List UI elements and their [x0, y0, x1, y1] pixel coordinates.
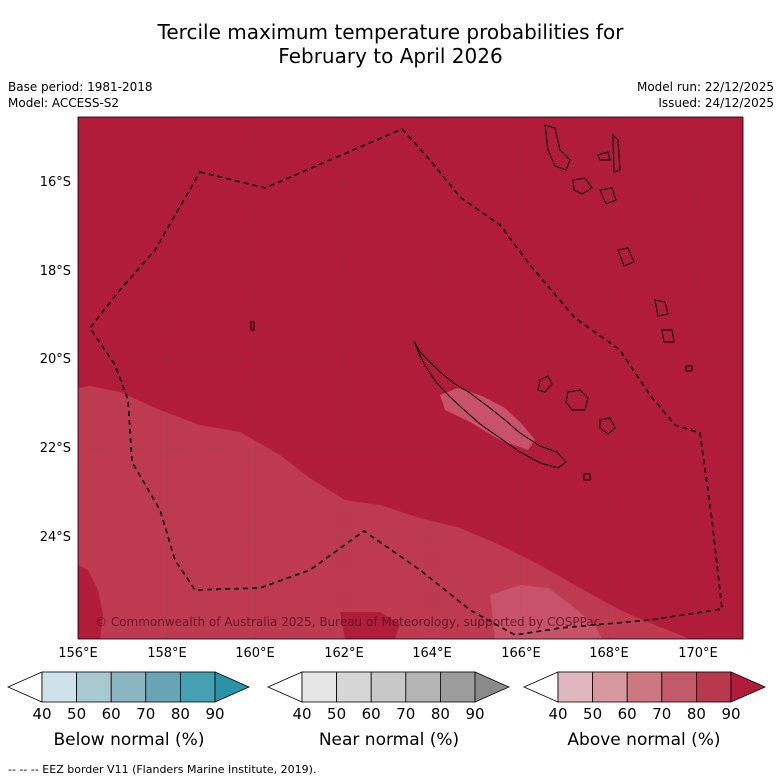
- colorbar-under-arrow: [7, 671, 43, 703]
- chart-title-line2: February to April 2026: [278, 44, 503, 68]
- colorbar-tick-label: 70: [652, 705, 672, 723]
- vanuatu-island-5: [599, 187, 617, 205]
- near-normal-label: Near normal (%): [318, 730, 460, 750]
- colorbar-tick-label: 40: [32, 705, 52, 723]
- map-frame: [77, 116, 744, 640]
- lat-tick-24s: 24°S: [39, 530, 71, 545]
- colorbar-tick-label: 90: [721, 705, 741, 723]
- coastlines: [250, 124, 693, 481]
- lon-tick-164e: 164°E: [412, 646, 452, 661]
- colorbar-below-normal: [7, 671, 250, 703]
- colorbar-under-arrow: [523, 671, 559, 703]
- model-run-label: Model run: 22/12/2025: [636, 80, 774, 94]
- vanuatu-island-8: [661, 329, 675, 343]
- colorbar-tick-label: 80: [686, 705, 706, 723]
- colorbar-above-normal: [523, 671, 766, 703]
- colorbar-tick-label: 80: [170, 705, 190, 723]
- colorbar-segment: [439, 671, 476, 703]
- vanuatu-island-2: [572, 177, 593, 195]
- colorbar-tick-label: 70: [396, 705, 416, 723]
- below-normal-label: Below normal (%): [53, 730, 205, 750]
- colorbar-over-arrow: [474, 671, 510, 703]
- loyalty-island-3: [599, 417, 616, 435]
- isolated-islet-3: [685, 365, 693, 372]
- colorbar-segment: [179, 671, 216, 703]
- lat-tick-16s: 16°S: [39, 175, 71, 190]
- lat-tick-20s: 20°S: [39, 352, 71, 367]
- colorbar-tick-label: 50: [67, 705, 87, 723]
- copyright-text: © Commonwealth of Australia 2025, Bureau…: [95, 615, 600, 629]
- probability-field-60-70-island: [440, 388, 535, 450]
- lat-tick-22s: 22°S: [39, 441, 71, 456]
- lon-tick-158e: 158°E: [147, 646, 187, 661]
- colorbar-tick-label: 70: [136, 705, 156, 723]
- loyalty-island-2: [565, 389, 589, 411]
- colorbar-segment: [626, 671, 663, 703]
- chart-title-line1: Tercile maximum temperature probabilitie…: [157, 20, 624, 44]
- isolated-islet-1: [250, 321, 255, 331]
- colorbar-tick-label: 60: [617, 705, 637, 723]
- gridlines: [78, 117, 743, 639]
- colorbar-tick-label: 40: [548, 705, 568, 723]
- lon-tick-170e: 170°E: [678, 646, 718, 661]
- eez-footnote: -- -- -- EEZ border V11 (Flanders Marine…: [8, 763, 317, 776]
- lon-tick-168e: 168°E: [589, 646, 629, 661]
- probability-field-60-70: [490, 585, 602, 639]
- vanuatu-island-6: [617, 247, 635, 267]
- colorbar-segment: [370, 671, 407, 703]
- colorbar-segment: [110, 671, 147, 703]
- loyalty-island-1: [537, 375, 553, 393]
- colorbar-segment: [405, 671, 441, 703]
- new-caledonia-coast: [413, 340, 567, 469]
- vanuatu-island-3: [597, 151, 611, 161]
- colorbar-tick-label: 90: [465, 705, 485, 723]
- base-period-label: Base period: 1981-2018: [8, 80, 153, 94]
- colorbar-tick-label: 80: [430, 705, 450, 723]
- issued-label: Issued: 24/12/2025: [658, 96, 774, 110]
- probability-field-west-edge: [78, 565, 103, 639]
- model-label: Model: ACCESS-S2: [8, 96, 120, 110]
- colorbar-near-normal: [267, 671, 510, 703]
- colorbar-segment: [41, 671, 77, 703]
- isolated-islet-2: [583, 473, 591, 481]
- colorbar-over-arrow: [730, 671, 766, 703]
- lon-tick-160e: 160°E: [235, 646, 275, 661]
- vanuatu-island-4: [612, 133, 621, 173]
- colorbar-segment: [76, 671, 112, 703]
- colorbar-over-arrow: [214, 671, 250, 703]
- lon-tick-156e: 156°E: [58, 646, 98, 661]
- vanuatu-island-7: [654, 299, 669, 317]
- colorbar-under-arrow: [267, 671, 303, 703]
- eez-border: [89, 128, 723, 636]
- colorbar-tick-label: 60: [361, 705, 381, 723]
- colorbar-segment: [592, 671, 628, 703]
- colorbar-segment: [696, 671, 732, 703]
- colorbar-segment: [301, 671, 337, 703]
- colorbar-segment: [336, 671, 372, 703]
- colorbar-tick-label: 50: [327, 705, 347, 723]
- lon-tick-162e: 162°E: [324, 646, 364, 661]
- colorbar-tick-label: 90: [205, 705, 225, 723]
- lon-tick-166e: 166°E: [501, 646, 541, 661]
- above-normal-label: Above normal (%): [567, 730, 721, 750]
- lat-tick-18s: 18°S: [39, 264, 71, 279]
- probability-field-south-patch: [340, 612, 400, 639]
- colorbar-tick-label: 50: [583, 705, 603, 723]
- map-canvas: © Commonwealth of Australia 2025, Bureau…: [78, 117, 743, 639]
- vanuatu-island-1: [544, 124, 571, 171]
- colorbar-tick-label: 40: [292, 705, 312, 723]
- colorbar-segment: [557, 671, 593, 703]
- colorbar-tick-label: 60: [101, 705, 121, 723]
- colorbar-segment: [661, 671, 697, 703]
- colorbar-segment: [145, 671, 181, 703]
